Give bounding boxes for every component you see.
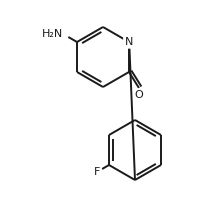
Text: H₂N: H₂N bbox=[42, 29, 63, 39]
Text: F: F bbox=[94, 167, 100, 177]
Text: O: O bbox=[135, 90, 143, 100]
Text: N: N bbox=[125, 37, 133, 47]
